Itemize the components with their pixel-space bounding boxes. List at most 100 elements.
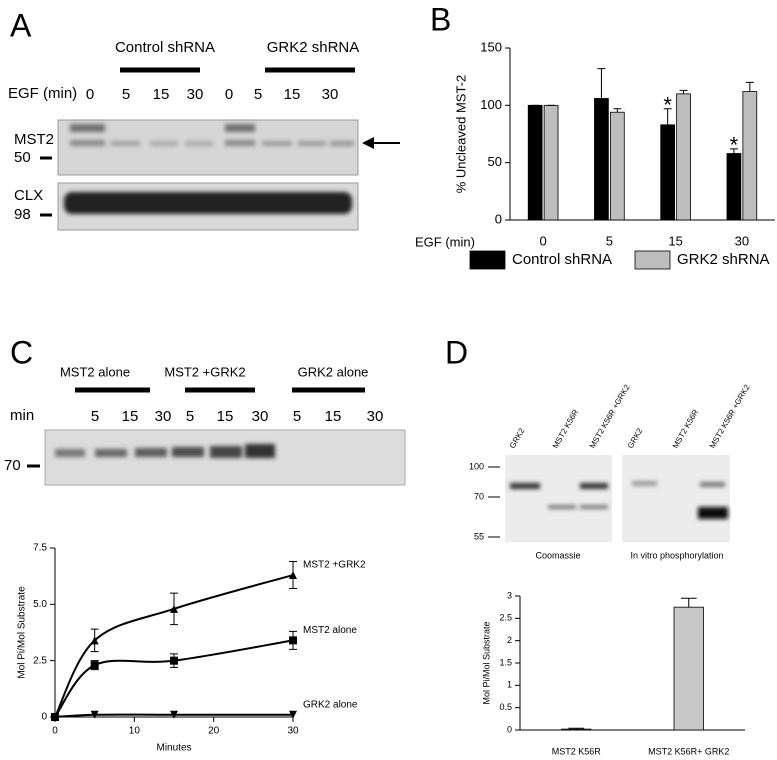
min-label: min xyxy=(10,407,34,424)
error-bar xyxy=(745,81,754,92)
y-tick-label: 150 xyxy=(480,39,502,54)
series-label: MST2 alone xyxy=(303,625,357,636)
error-bar xyxy=(597,68,606,99)
y-axis-label: Mol Pi/Mol Substrate xyxy=(481,621,491,704)
error-bar xyxy=(680,597,697,608)
bar xyxy=(742,91,758,221)
point xyxy=(90,636,99,645)
gel-marker: 55 xyxy=(474,531,484,541)
x-tick-label: 0 xyxy=(52,726,58,737)
y-axis-label: % Uncleaved MST-2 xyxy=(453,75,468,194)
panel-letter: D xyxy=(445,334,468,370)
y-tick-label: 50 xyxy=(488,154,502,169)
lane-label: GRK2 xyxy=(626,426,645,450)
bar xyxy=(676,93,691,221)
lane-time: 15 xyxy=(284,86,301,103)
group-label: MST2 +GRK2 xyxy=(164,364,245,379)
x-tick-label: 15 xyxy=(668,233,682,248)
lane-time: 5 xyxy=(91,408,99,425)
gel-marker: 70 xyxy=(474,491,484,501)
blot-bands xyxy=(55,444,275,458)
x-tick-label: 10 xyxy=(129,726,141,737)
blot xyxy=(57,119,359,176)
x-axis-label: Minutes xyxy=(156,743,191,754)
x-tick-label: 30 xyxy=(735,233,749,248)
fit-line xyxy=(54,639,294,718)
lane-time: 30 xyxy=(155,408,172,425)
bar xyxy=(527,104,543,221)
lane-time: 15 xyxy=(217,408,234,425)
y-tick-label: 7.5 xyxy=(33,543,47,554)
lane-label: MST2 K56R +GRK2 xyxy=(588,383,632,451)
y-tick-label: 100 xyxy=(480,97,502,112)
lane-time: 15 xyxy=(122,408,139,425)
error-bar xyxy=(663,108,672,125)
series-label: MST2 +GRK2 xyxy=(303,560,366,571)
x-tick-label: 20 xyxy=(208,726,220,737)
point xyxy=(170,656,178,665)
panel-letter: A xyxy=(10,7,32,43)
arrow-head xyxy=(362,137,374,149)
blot-bands xyxy=(70,124,354,146)
gel-bands xyxy=(510,481,728,519)
lane-label: GRK2 xyxy=(508,426,527,450)
lane-label: MST2 K56R xyxy=(671,408,701,450)
y-tick-label: 1.5 xyxy=(499,657,512,667)
bar xyxy=(660,124,676,221)
x-tick-label: 0 xyxy=(540,233,547,248)
lane-time: 30 xyxy=(367,408,384,425)
lane-time: 5 xyxy=(293,408,301,425)
error-bar xyxy=(568,727,585,730)
panel-letter: C xyxy=(10,334,33,370)
fit-line xyxy=(54,713,293,718)
point xyxy=(90,661,99,670)
bar xyxy=(594,98,609,221)
bar xyxy=(543,104,559,221)
blot-label: CLX xyxy=(14,187,43,204)
group-label: MST2 alone xyxy=(60,364,130,379)
x-tick-label: 5 xyxy=(606,233,613,248)
error-bar xyxy=(613,108,622,113)
point xyxy=(90,710,99,719)
gel xyxy=(622,455,730,542)
lane-time: 15 xyxy=(325,408,342,425)
error-bar xyxy=(679,89,688,94)
lane-time: 5 xyxy=(122,86,130,103)
y-tick-label: 5.0 xyxy=(33,599,47,610)
blot-marker: 50 xyxy=(14,149,31,166)
x-tick-label: MST2 K56R xyxy=(552,746,602,756)
legend-swatch xyxy=(469,250,506,270)
lane-time: 0 xyxy=(86,86,94,103)
gel-caption: Coomassie xyxy=(535,550,580,560)
x-tick-label: MST2 K56R+ GRK2 xyxy=(648,746,729,756)
y-tick-label: 0 xyxy=(495,211,502,226)
y-tick-label: 2 xyxy=(507,635,512,645)
y-tick-label: 2.5 xyxy=(499,613,512,623)
group-label: GRK2 shRNA xyxy=(267,39,360,56)
lane-label: MST2 K56R xyxy=(551,408,581,450)
blot-marker: 98 xyxy=(14,206,31,223)
legend-swatch xyxy=(634,250,671,270)
significance: * xyxy=(663,93,672,118)
bar xyxy=(726,153,742,221)
point xyxy=(170,710,178,719)
y-tick-label: 3 xyxy=(507,590,512,600)
point xyxy=(289,710,297,719)
point xyxy=(51,713,59,721)
lane-time: 30 xyxy=(187,86,204,103)
point xyxy=(170,604,178,613)
series-label: GRK2 alone xyxy=(303,699,358,710)
point xyxy=(289,571,297,580)
blot-marker: 70 xyxy=(4,457,21,474)
significance: * xyxy=(730,133,739,158)
lane-time: 0 xyxy=(225,86,233,103)
y-tick-label: 1 xyxy=(507,680,512,690)
lane-time: 5 xyxy=(186,408,194,425)
lane-time: 30 xyxy=(322,86,339,103)
bar xyxy=(673,606,704,731)
lane-time: 5 xyxy=(254,86,262,103)
legend-label: GRK2 shRNA xyxy=(677,251,770,268)
lane-time: 30 xyxy=(252,408,269,425)
y-tick-label: 0.5 xyxy=(499,702,512,712)
